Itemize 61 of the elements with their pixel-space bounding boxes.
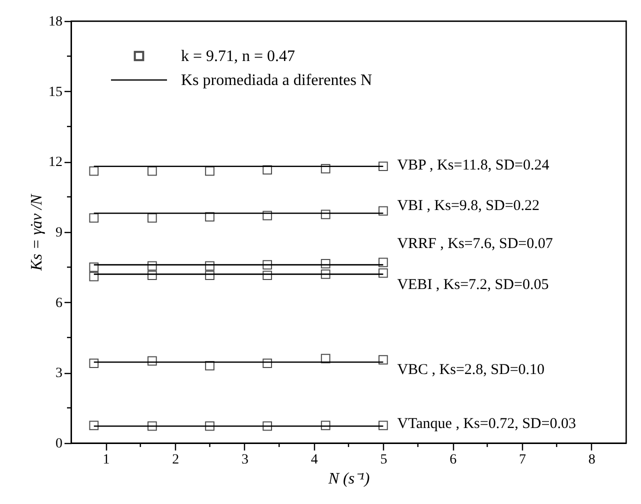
point [262, 270, 272, 280]
point [205, 360, 214, 370]
point [320, 258, 330, 268]
legend-label: k = 9.71, n = 0.47 [181, 48, 296, 65]
point [262, 421, 272, 431]
y-tick-label: 3 [56, 366, 62, 382]
point [89, 166, 99, 176]
point [320, 270, 330, 279]
point [147, 270, 157, 280]
x-tick-label: 6 [450, 452, 457, 468]
y-tick-label: 15 [48, 84, 62, 100]
point [147, 421, 157, 431]
point [147, 261, 157, 271]
point [205, 261, 214, 271]
point [205, 212, 214, 222]
x-tick-label: 2 [172, 452, 180, 468]
point [262, 165, 272, 175]
x-tick-label: 1 [102, 452, 110, 468]
point [378, 162, 388, 172]
annotation: VTanque , Ks=0.72, SD=0.03 [397, 416, 576, 432]
point [89, 262, 99, 272]
x-tick-label: 4 [310, 452, 318, 468]
point [320, 354, 330, 364]
annotation: VEBI , Ks=7.2, SD=0.05 [397, 277, 549, 294]
y-tick-label: 6 [56, 296, 62, 311]
point [89, 272, 99, 282]
point [147, 356, 157, 366]
point [378, 355, 388, 364]
y-tick-label: 9 [56, 226, 62, 240]
point [320, 164, 330, 174]
x-axis-title: N (s⁻¹) [327, 470, 370, 488]
point [147, 213, 157, 223]
x-tick-label: 8 [588, 452, 596, 468]
x-tick-label: 7 [518, 452, 526, 468]
point [320, 420, 330, 430]
annotation: VBP , Ks=11.8, SD=0.24 [397, 157, 550, 174]
point [89, 420, 99, 430]
point [205, 270, 214, 280]
point [205, 166, 214, 176]
annotation: VBI , Ks=9.8, SD=0.22 [397, 198, 540, 214]
legend-label: Ks promediada a diferentes N [181, 72, 372, 89]
y-axis-title: Ks = γ̇av /N [28, 193, 46, 272]
x-tick-label: 3 [241, 452, 248, 468]
point [262, 260, 272, 270]
point [205, 421, 214, 431]
point [320, 210, 330, 220]
point [147, 166, 157, 176]
point [378, 420, 388, 430]
annotation: VBC , Ks=2.8, SD=0.10 [397, 362, 545, 378]
x-tick-label: 5 [380, 452, 388, 468]
annotation: VRRF , Ks=7.6, SD=0.07 [397, 236, 554, 252]
point [378, 206, 388, 216]
y-tick-label: 18 [48, 14, 62, 30]
y-tick-label: 12 [48, 155, 62, 170]
point [378, 268, 388, 278]
point [262, 358, 272, 368]
point [89, 213, 99, 223]
point [89, 358, 99, 368]
point [378, 258, 388, 268]
point [262, 210, 272, 220]
y-tick-label: 0 [56, 436, 62, 452]
